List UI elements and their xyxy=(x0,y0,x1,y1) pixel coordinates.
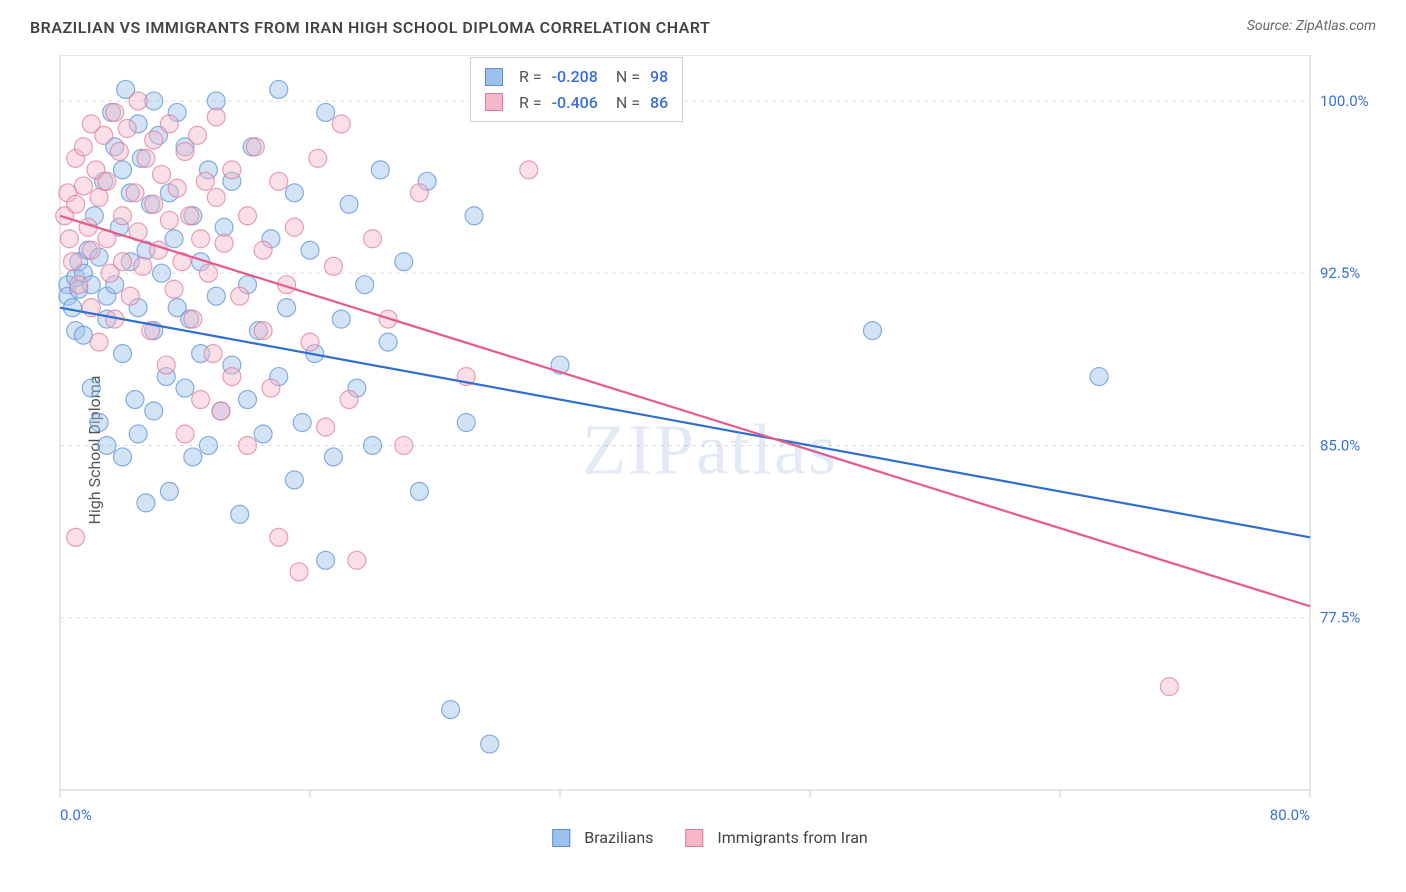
stat-label: R = xyxy=(519,64,542,90)
stat-label: N = xyxy=(608,64,640,90)
stat-r-brazilians: -0.208 xyxy=(552,64,598,90)
svg-text:80.0%: 80.0% xyxy=(1270,806,1310,824)
legend-label: Immigrants from Iran xyxy=(717,828,867,847)
stats-row-brazilians: R = -0.208 N = 98 xyxy=(485,64,668,90)
stat-label: R = xyxy=(519,90,542,116)
scatter-plot: 77.5% 85.0% 92.5% 100.0% 0.0% 80.0% xyxy=(50,55,1370,845)
svg-text:77.5%: 77.5% xyxy=(1320,609,1360,627)
bottom-legend: Brazilians Immigrants from Iran xyxy=(552,828,868,847)
stat-label: N = xyxy=(608,90,640,116)
legend-label: Brazilians xyxy=(584,828,653,847)
legend-item-brazilians: Brazilians xyxy=(552,828,653,847)
stats-row-iran: R = -0.406 N = 86 xyxy=(485,90,668,116)
swatch-iran-icon xyxy=(485,93,503,111)
swatch-brazilians-icon xyxy=(485,68,503,86)
chart-source: Source: ZipAtlas.com xyxy=(1247,18,1376,34)
svg-text:92.5%: 92.5% xyxy=(1320,264,1360,282)
svg-text:0.0%: 0.0% xyxy=(60,806,92,824)
chart-area: High School Diploma 77.5%85.0%92.5%100.0… xyxy=(50,55,1370,845)
chart-title: BRAZILIAN VS IMMIGRANTS FROM IRAN HIGH S… xyxy=(30,18,710,37)
svg-text:85.0%: 85.0% xyxy=(1320,436,1360,454)
stat-n-iran: 86 xyxy=(650,90,668,116)
stats-legend-box: R = -0.208 N = 98 R = -0.406 N = 86 xyxy=(470,57,683,122)
legend-item-iran: Immigrants from Iran xyxy=(685,828,867,847)
stat-n-brazilians: 98 xyxy=(650,64,668,90)
swatch-brazilians-icon xyxy=(552,829,570,847)
swatch-iran-icon xyxy=(685,829,703,847)
stat-r-iran: -0.406 xyxy=(552,90,598,116)
svg-text:100.0%: 100.0% xyxy=(1320,92,1369,110)
